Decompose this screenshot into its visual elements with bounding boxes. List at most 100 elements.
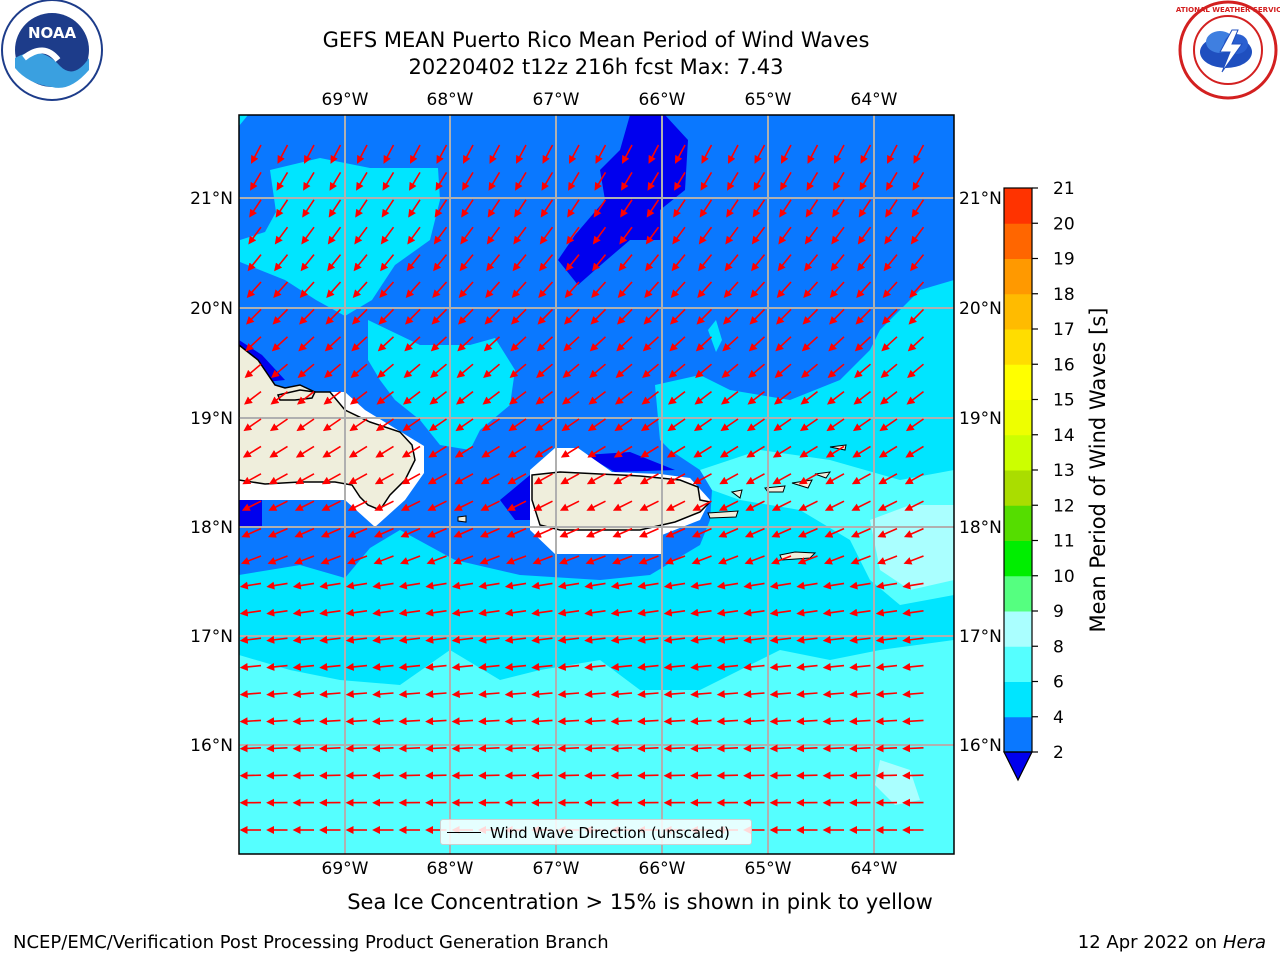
- wind-wave-arrow: [753, 171, 766, 191]
- lat-tick-right: 16°N: [959, 736, 1002, 756]
- wind-wave-arrow: [561, 418, 580, 432]
- wind-wave-arrow: [716, 690, 739, 699]
- wind-wave-arrow: [622, 144, 633, 164]
- wind-wave-arrow: [614, 418, 633, 432]
- wind-wave-arrow: [383, 144, 395, 164]
- lat-tick-right: 17°N: [959, 627, 1002, 647]
- wind-wave-arrow: [665, 555, 686, 565]
- wind-wave-arrow: [807, 144, 819, 164]
- wind-wave-arrow: [669, 336, 686, 352]
- colorbar-segment: [1004, 611, 1032, 647]
- wind-wave-arrow: [822, 608, 845, 617]
- colorbar-tick-label: 8: [1053, 637, 1064, 657]
- wind-wave-arrow: [398, 744, 421, 753]
- wind-wave-arrow: [271, 336, 289, 352]
- wind-wave-arrow: [769, 608, 792, 617]
- colorbar-segment: [1004, 681, 1032, 718]
- footer-date-text: 12 Apr 2022 on: [1077, 932, 1223, 953]
- wind-wave-arrow: [319, 744, 341, 753]
- wind-wave-arrow: [772, 445, 792, 458]
- wind-wave-arrow: [379, 281, 395, 298]
- wind-wave-arrow: [319, 635, 341, 644]
- wind-wave-arrow: [749, 308, 766, 325]
- wind-wave-arrow: [506, 527, 527, 538]
- wind-wave-arrow: [277, 144, 289, 164]
- wind-wave-arrow: [241, 500, 262, 511]
- wind-wave-arrow: [504, 717, 527, 726]
- wind-wave-arrow: [251, 144, 262, 164]
- wind-wave-arrow: [559, 527, 580, 538]
- wind-wave-arrow: [425, 581, 447, 590]
- wind-wave-arrow: [690, 581, 712, 590]
- wind-wave-arrow: [592, 226, 607, 245]
- wind-wave-arrow: [875, 744, 898, 753]
- footer-date: 12 Apr 2022 on Hera: [1078, 932, 1266, 953]
- wind-wave-arrow: [648, 144, 660, 164]
- wind-wave-arrow: [743, 608, 765, 617]
- lon-tick-top: 69°W: [322, 90, 369, 110]
- wind-wave-arrow: [637, 635, 659, 644]
- wind-wave-arrow: [645, 254, 660, 272]
- wind-wave-arrow: [701, 144, 713, 164]
- wind-wave-arrow: [347, 527, 368, 538]
- wind-wave-arrow: [881, 336, 898, 352]
- wind-wave-arrow: [849, 635, 871, 644]
- wind-wave-arrow: [429, 390, 447, 405]
- wind-wave-arrow: [589, 363, 607, 379]
- lat-tick-left: 20°N: [190, 299, 233, 319]
- wind-wave-arrow: [694, 390, 712, 405]
- wind-wave-arrow: [644, 281, 660, 298]
- wind-wave-arrow: [274, 254, 289, 272]
- wind-wave-arrow: [665, 500, 686, 511]
- wind-wave-arrow: [398, 717, 421, 726]
- wind-wave-arrow: [878, 473, 898, 485]
- wind-wave-arrow: [353, 254, 368, 272]
- wind-wave-arrow: [851, 500, 871, 511]
- wind-wave-arrow: [351, 336, 368, 352]
- wind-wave-arrow: [666, 445, 686, 458]
- wind-wave-arrow: [798, 500, 818, 511]
- colorbar-segment: [1004, 399, 1032, 436]
- wind-wave-arrow: [797, 555, 818, 565]
- wind-wave-arrow: [482, 390, 500, 405]
- wind-wave-arrow: [585, 527, 606, 538]
- wind-wave-arrow: [911, 199, 925, 218]
- wind-wave-arrow: [667, 418, 686, 432]
- map-area: [239, 115, 954, 854]
- wind-wave-arrow: [427, 500, 447, 511]
- wind-wave-arrow: [851, 473, 871, 485]
- lat-tick-right: 20°N: [959, 299, 1002, 319]
- wind-wave-arrow: [663, 662, 686, 671]
- wind-wave-arrow: [504, 662, 527, 671]
- wind-wave-arrow: [241, 527, 262, 538]
- wind-wave-arrow: [639, 500, 659, 511]
- wind-wave-arrow: [375, 418, 394, 432]
- wind-wave-arrow: [241, 555, 262, 565]
- wind-wave-arrow: [430, 336, 448, 352]
- wind-wave-arrow: [269, 418, 288, 432]
- wind-wave-arrow: [853, 390, 871, 405]
- wind-wave-arrow: [356, 171, 368, 191]
- lon-tick-top: 66°W: [639, 90, 686, 110]
- wind-wave-arrow: [589, 336, 607, 352]
- wind-wave-arrow: [532, 527, 553, 538]
- colorbar-tick-label: 14: [1053, 426, 1075, 446]
- wind-wave-arrow: [348, 445, 368, 458]
- wind-wave-arrow: [796, 744, 818, 753]
- wind-wave-arrow: [692, 500, 712, 511]
- wind-wave-arrow: [350, 390, 368, 405]
- wind-wave-arrow: [319, 608, 341, 617]
- wind-wave-arrow: [884, 226, 898, 245]
- wind-wave-arrow: [451, 581, 474, 590]
- wind-wave-arrow: [803, 281, 819, 298]
- lon-tick-top: 68°W: [427, 90, 474, 110]
- colorbar-tick-label: 15: [1053, 391, 1075, 411]
- wind-wave-arrow: [534, 418, 553, 432]
- wind-wave-arrow: [906, 390, 924, 405]
- wind-wave-arrow: [887, 144, 898, 164]
- wind-wave-arrow: [239, 662, 262, 671]
- wind-wave-arrow: [436, 144, 448, 164]
- wind-wave-arrow: [663, 690, 686, 699]
- wind-wave-arrow: [806, 171, 819, 191]
- wind-wave-arrow: [726, 199, 739, 218]
